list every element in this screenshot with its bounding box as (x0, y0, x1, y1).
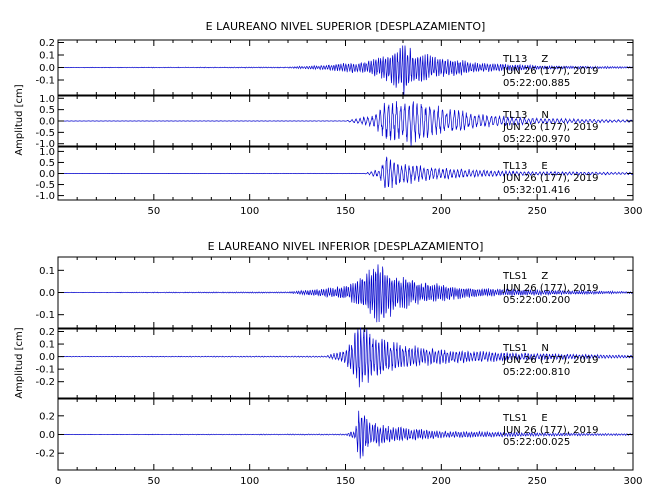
y-tick-label: 0.0 (39, 169, 55, 180)
x-tick-label: 150 (336, 476, 355, 487)
record-date: JUN 26 (177), 2019 (502, 122, 599, 133)
waveform-trace (58, 410, 633, 459)
y-tick-label: 0.0 (39, 117, 55, 128)
y-axis-label: Amplitud [cm] (14, 327, 25, 398)
y-tick-label: 0.1 (39, 340, 55, 351)
x-tick-label: 200 (432, 206, 451, 217)
x-tick-label: 300 (623, 476, 642, 487)
station-component-label: TL13 Z (502, 54, 548, 65)
y-tick-label: 0.0 (39, 352, 55, 363)
record-date: JUN 26 (177), 2019 (502, 173, 599, 184)
station-component-label: TL13 E (502, 161, 548, 172)
record-date: JUN 26 (177), 2019 (502, 425, 599, 436)
y-tick-label: 0.0 (39, 288, 55, 299)
station-component-label: TLS1 N (502, 343, 549, 354)
x-tick-label: 150 (336, 206, 355, 217)
waveform-trace (57, 45, 633, 95)
record-date: JUN 26 (177), 2019 (502, 355, 599, 366)
record-time: 05:22:00.970 (503, 134, 570, 145)
chart-title: E LAUREANO NIVEL SUPERIOR [DESPLAZAMIENT… (206, 20, 486, 33)
y-tick-label: -0.1 (35, 76, 55, 87)
y-tick-label: 0.1 (39, 51, 55, 62)
record-time: 05:22:00.885 (503, 78, 570, 89)
x-tick-label: 50 (147, 206, 160, 217)
y-tick-label: 0.2 (39, 327, 55, 338)
x-tick-label: 100 (240, 206, 259, 217)
y-tick-label: -1.0 (35, 139, 55, 150)
record-date: JUN 26 (177), 2019 (502, 66, 599, 77)
x-tick-label: 300 (623, 206, 642, 217)
x-tick-label: 100 (240, 476, 259, 487)
y-tick-label: -0.5 (35, 128, 55, 139)
record-time: 05:22:00.810 (503, 367, 570, 378)
x-tick-label: 0 (55, 476, 61, 487)
waveform-trace (58, 101, 634, 146)
y-tick-label: 1.0 (39, 147, 55, 158)
x-tick-label: 250 (528, 476, 547, 487)
y-tick-label: -0.5 (35, 180, 55, 191)
y-tick-label: -1.0 (35, 191, 55, 202)
y-tick-label: -0.1 (35, 310, 55, 321)
station-component-label: TLS1 E (502, 413, 548, 424)
y-tick-label: -0.2 (35, 449, 55, 460)
station-component-label: TLS1 Z (502, 271, 548, 282)
y-axis-label: Amplitud [cm] (14, 84, 25, 155)
y-tick-label: 0.5 (39, 105, 55, 116)
waveform-trace (57, 156, 634, 189)
x-tick-label: 250 (528, 206, 547, 217)
record-time: 05:22:00.025 (503, 437, 570, 448)
x-tick-label: 200 (432, 476, 451, 487)
y-tick-label: 0.1 (39, 266, 55, 277)
record-date: JUN 26 (177), 2019 (502, 283, 599, 294)
y-tick-label: 0.0 (39, 430, 55, 441)
waveform-trace (57, 327, 634, 388)
y-tick-label: 0.2 (39, 411, 55, 422)
y-tick-label: 0.5 (39, 158, 55, 169)
y-tick-label: 0.0 (39, 63, 55, 74)
waveform-trace (57, 264, 633, 323)
y-tick-label: -0.1 (35, 365, 55, 376)
record-time: 05:32:01.416 (503, 185, 570, 196)
record-time: 05:22:00.200 (503, 295, 570, 306)
y-tick-label: 0.2 (39, 38, 55, 49)
y-tick-label: 1.0 (39, 94, 55, 105)
station-component-label: TL13 N (502, 110, 549, 121)
chart-title: E LAUREANO NIVEL INFERIOR [DESPLAZAMIENT… (208, 240, 484, 253)
x-tick-label: 50 (147, 476, 160, 487)
y-tick-label: -0.2 (35, 377, 55, 388)
